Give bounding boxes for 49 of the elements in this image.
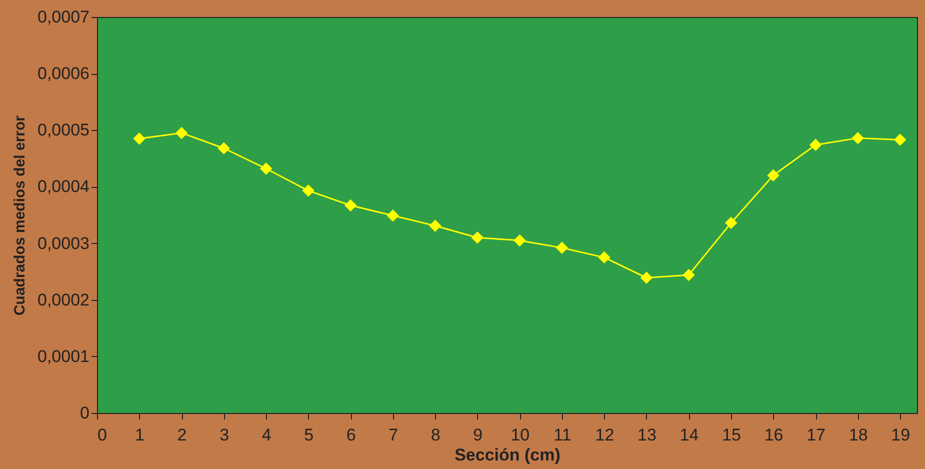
x-tick-label: 0	[98, 426, 107, 444]
x-tick-label: 5	[304, 426, 314, 444]
y-tick-label: 0	[80, 404, 90, 422]
point	[640, 272, 653, 284]
x-tick-label: 3	[220, 426, 230, 444]
x-tick-label: 6	[346, 426, 356, 444]
x-tick-label: 12	[595, 426, 614, 444]
x-tick-label: 2	[177, 426, 187, 444]
x-tick-label: 9	[473, 426, 483, 444]
point	[894, 134, 906, 146]
point	[386, 209, 399, 222]
point	[767, 169, 780, 182]
x-tick-label: 1	[135, 426, 144, 444]
y-tick-label: 0,0003	[38, 234, 90, 253]
point	[471, 232, 484, 244]
point	[218, 142, 230, 154]
y-tick-label: 0,0001	[38, 346, 90, 366]
x-tick-label: 10	[510, 426, 530, 444]
x-tick-label: 4	[262, 426, 272, 444]
point	[133, 132, 146, 145]
x-tick-label: 7	[388, 426, 398, 444]
point	[809, 138, 822, 151]
y-tick-label: 0,0004	[38, 177, 90, 196]
x-tick-label: 11	[554, 426, 572, 444]
x-tick-label: 18	[848, 426, 868, 444]
point	[344, 199, 357, 212]
x-tick-label: 14	[680, 426, 699, 444]
point	[724, 216, 738, 230]
x-axis-title: Sección (cm)	[454, 446, 560, 464]
point	[175, 126, 188, 140]
x-tick-label: 15	[722, 426, 741, 444]
x-tick-label: 8	[430, 426, 440, 444]
point	[556, 242, 568, 254]
x-tick-label: 13	[638, 426, 656, 444]
y-tick-label: 0,0006	[38, 64, 90, 84]
point	[302, 184, 314, 197]
point	[514, 234, 526, 247]
y-tick-label: 0,0002	[38, 290, 90, 310]
x-tick-label: 19	[891, 426, 910, 444]
y-axis-title: Cuadrados medios del error	[12, 115, 29, 316]
x-tick-label: 16	[764, 426, 784, 444]
point	[260, 162, 272, 175]
y-tick-label: 0,0007	[38, 8, 90, 26]
x-tick-label: 17	[806, 426, 826, 444]
point	[852, 132, 864, 144]
point	[682, 268, 695, 282]
point	[598, 251, 610, 264]
y-tick-label: 0,0005	[38, 120, 90, 140]
point	[429, 220, 442, 232]
